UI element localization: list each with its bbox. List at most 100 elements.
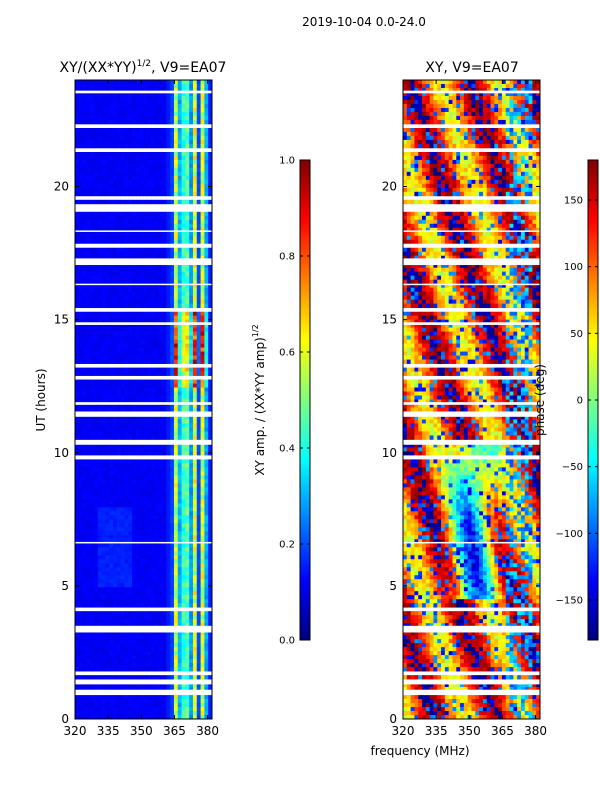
heatmap-cell: [116, 80, 122, 85]
heatmap-cell: [185, 267, 190, 273]
heatmap-cell: [135, 211, 141, 217]
heatmap-cell: [109, 415, 114, 420]
heatmap-cell: [200, 599, 205, 604]
heatmap-cell: [204, 359, 209, 364]
heatmap-cell: [158, 251, 163, 257]
heatmap-cell: [94, 95, 99, 101]
heatmap-cell: [170, 651, 175, 656]
heatmap-cell: [151, 667, 156, 672]
heatmap-cell: [162, 687, 167, 692]
heatmap-cell: [94, 507, 99, 512]
heatmap-cell: [173, 303, 179, 309]
heatmap-cell: [90, 491, 95, 496]
heatmap-cell: [101, 159, 106, 165]
heatmap-cell: [181, 251, 186, 257]
heatmap-cell: [105, 459, 110, 464]
heatmap-cell: [90, 175, 95, 181]
heatmap-cell: [124, 579, 129, 584]
heatmap-cell: [196, 95, 201, 101]
heatmap-cell: [162, 527, 167, 532]
heatmap-cell: [173, 267, 179, 273]
heatmap-cell: [90, 699, 95, 704]
heatmap-cell: [170, 703, 175, 708]
heatmap-cell: [135, 275, 141, 281]
heatmap-cell: [97, 127, 103, 133]
heatmap-cell: [151, 103, 156, 109]
heatmap-cell: [132, 275, 137, 281]
heatmap-cell: [143, 543, 148, 548]
heatmap-cell: [181, 651, 186, 656]
heatmap-cell: [78, 447, 84, 452]
heatmap-cell: [135, 699, 141, 704]
heatmap-cell: [177, 347, 182, 352]
heatmap-cell: [75, 571, 80, 576]
heatmap-cell: [82, 407, 87, 412]
heatmap-cell: [204, 127, 209, 133]
heatmap-cell: [116, 371, 122, 376]
heatmap-cell: [147, 403, 152, 408]
heatmap-cell: [128, 80, 133, 85]
heatmap-cell: [94, 223, 99, 229]
heatmap-cell: [177, 287, 182, 293]
heatmap-cell: [132, 519, 137, 524]
heatmap-cell: [78, 683, 84, 688]
heatmap-cell: [204, 603, 209, 608]
heatmap-cell: [101, 407, 106, 412]
heatmap-cell: [192, 599, 198, 604]
heatmap-cell: [162, 387, 167, 392]
heatmap-cell: [162, 583, 167, 588]
heatmap-cell: [189, 419, 194, 424]
heatmap-cell: [189, 171, 194, 177]
heatmap-cell: [143, 655, 148, 660]
heatmap-cell: [124, 347, 129, 352]
heatmap-cell: [158, 615, 163, 620]
heatmap-cell: [173, 339, 179, 344]
heatmap-cell: [189, 331, 194, 336]
heatmap-cell: [86, 479, 91, 484]
heatmap-cell: [82, 127, 87, 133]
heatmap-cell: [128, 111, 133, 117]
heatmap-cell: [177, 343, 182, 348]
heatmap-cell: [86, 343, 91, 348]
heatmap-cell: [147, 159, 152, 165]
heatmap-cell: [120, 227, 125, 233]
heatmap-cell: [113, 447, 118, 452]
heatmap-cell: [200, 279, 205, 285]
heatmap-cell: [147, 91, 152, 97]
heatmap-cell: [170, 683, 175, 688]
heatmap-cell: [208, 335, 213, 340]
heatmap-cell: [116, 331, 122, 336]
heatmap-cell: [78, 115, 84, 121]
heatmap-cell: [139, 535, 144, 540]
heatmap-cell: [132, 531, 137, 536]
heatmap-cell: [109, 639, 114, 644]
heatmap-cell: [128, 695, 133, 700]
heatmap-cell: [97, 115, 103, 121]
heatmap-cell: [170, 383, 175, 388]
heatmap-cell: [97, 603, 103, 608]
heatmap-cell: [170, 335, 175, 340]
heatmap-cell: [128, 615, 133, 620]
heatmap-cell: [124, 419, 129, 424]
heatmap-cell: [120, 407, 125, 412]
heatmap-cell: [82, 427, 87, 432]
heatmap-cell: [116, 111, 122, 117]
heatmap-cell: [177, 403, 182, 408]
heatmap-cell: [128, 599, 133, 604]
heatmap-cell: [177, 487, 182, 492]
heatmap-cell: [154, 143, 160, 149]
heatmap-cell: [97, 131, 103, 137]
heatmap-cell: [135, 647, 141, 652]
heatmap-cell: [113, 435, 118, 440]
heatmap-cell: [109, 159, 114, 165]
heatmap-cell: [128, 619, 133, 624]
heatmap-cell: [135, 103, 141, 109]
heatmap-cell: [97, 191, 103, 197]
heatmap-cell: [177, 479, 182, 484]
heatmap-cell: [94, 611, 99, 616]
heatmap-cell: [166, 327, 171, 332]
heatmap-cell: [158, 275, 163, 281]
heatmap-cell: [116, 227, 122, 233]
heatmap-cell: [113, 335, 118, 340]
heatmap-cell: [109, 615, 114, 620]
